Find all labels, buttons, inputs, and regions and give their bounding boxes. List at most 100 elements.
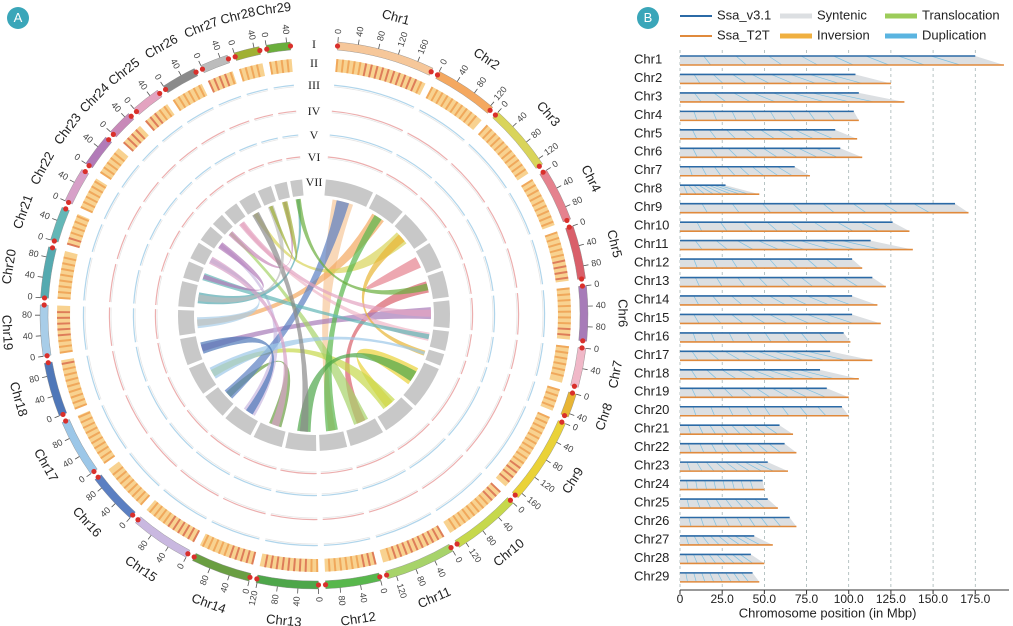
tick-label: 0 [571,422,580,433]
tick [41,255,47,258]
density-stripe [467,115,478,127]
track-line [180,469,219,497]
chromosome [435,71,493,114]
link [229,231,369,425]
tick-label: 80 [84,489,98,503]
density-stripe [65,376,79,383]
track-line [229,120,250,130]
track-base [509,339,516,369]
track-base [137,346,148,382]
link-stroke [706,369,717,380]
density-stripe [532,421,546,430]
link-stroke [792,203,803,213]
track-base [130,452,161,485]
tick [106,128,111,132]
track-base [450,164,484,204]
link-stroke [726,535,741,546]
link-stroke [692,129,698,139]
x-tick-label: 50.0 [753,592,777,606]
link-stroke [701,535,710,546]
link [210,348,395,410]
chromosome [135,516,191,558]
track-line [362,470,406,490]
link-stroke [735,498,744,509]
density-stripe [310,558,313,572]
tick-label: 40 [210,39,223,52]
track-base [180,182,194,196]
density-stripe [431,527,440,541]
link-stroke [764,332,772,343]
chromosome-label: Chr17 [31,446,61,484]
track-base [280,468,317,473]
x-tick-label: 175.0 [960,592,990,606]
tick-label: 40 [38,209,51,222]
chromosome [325,572,382,589]
tick [513,502,518,507]
syntenic-band [680,277,886,287]
link-stroke [716,277,723,287]
tick-label: 40 [457,63,471,77]
density-stripe [482,490,493,502]
density-stripe [88,190,101,199]
y-tick-label: Chr15 [634,310,669,325]
tick-label: 80 [198,574,211,587]
track-line [127,205,142,230]
link-stroke [743,221,753,232]
tick [546,459,551,464]
track-base [188,409,209,432]
link-stroke [764,166,779,177]
link-stroke [791,351,826,361]
density-stripe [534,416,548,425]
link-stroke [726,129,737,140]
track-line [248,163,264,172]
chromosome-end [564,217,570,224]
track-base [148,385,169,419]
y-tick-label: Chr22 [634,439,669,454]
density-stripe [440,94,449,108]
density-stripe [537,411,550,419]
gene-histogram [205,387,234,416]
density-stripe [275,556,280,570]
link-stroke [710,406,715,416]
track-line [103,192,120,220]
track-line [226,171,245,184]
y-tick-label: Chr20 [634,402,669,417]
track-line [282,134,299,138]
tick [556,185,562,189]
link-stroke [709,129,717,140]
density-stripe [201,534,210,548]
link-stroke [792,92,825,103]
link-stroke [930,55,961,66]
chromosome-end [579,283,586,289]
link-stroke [818,332,828,343]
density-stripe [557,299,571,302]
track-line [265,539,318,547]
density-stripe [269,555,274,569]
density-stripe [546,236,560,243]
density-stripe [543,396,557,403]
panel-a-badge: A [7,7,29,29]
link-stroke [706,461,715,472]
track-base [486,336,493,363]
density-stripe [555,350,569,355]
tick [165,546,169,552]
link-stroke [812,92,850,103]
link-stroke [809,74,840,84]
tick [160,81,164,87]
track-base [150,219,163,241]
track-line [321,489,359,497]
link-stroke [715,498,722,509]
track-base [219,97,242,107]
density-stripe [74,220,88,228]
syntenic-band [680,56,1004,65]
tick [276,586,278,592]
track-base [329,136,392,155]
y-tick-label: Chr24 [634,476,669,491]
tick-label: 40 [501,520,515,534]
track-base [88,355,102,400]
chromosome-end [130,512,136,518]
chromosome-end [63,418,69,424]
density-stripe [182,93,191,106]
density-stripe [465,504,476,517]
track-line [143,181,159,203]
